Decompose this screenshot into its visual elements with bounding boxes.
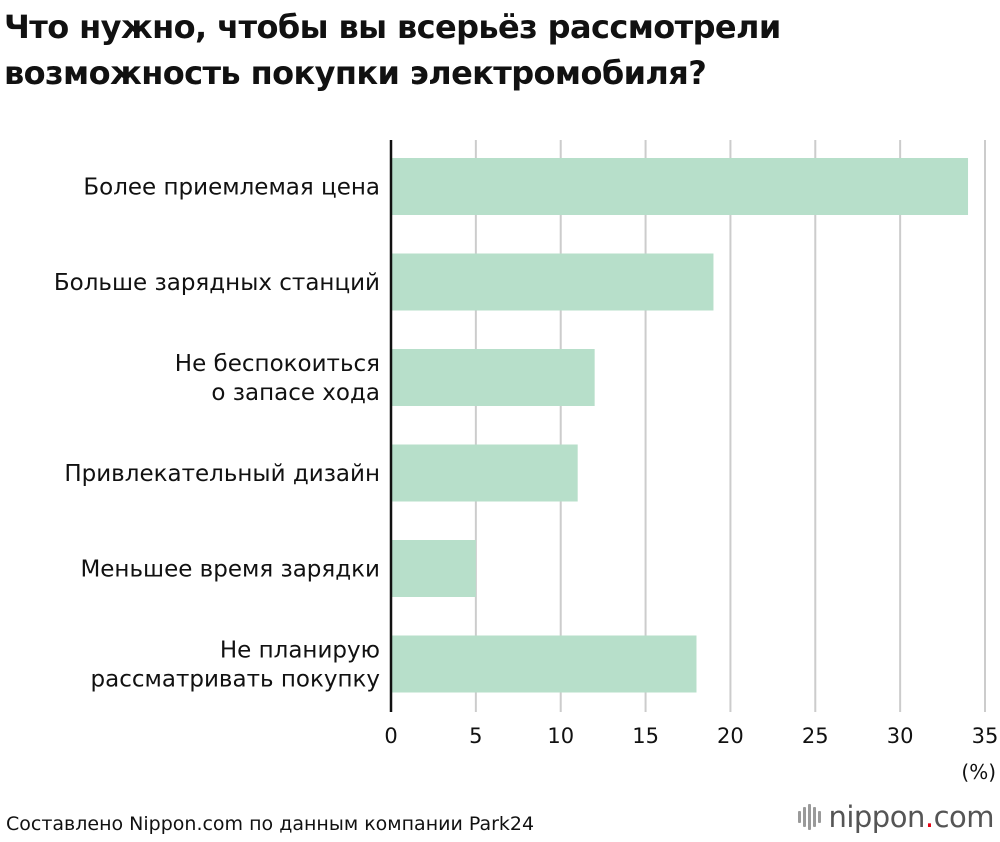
x-tick-label-35: 35 (972, 724, 999, 748)
bar-chart: Более приемлемая цена Больше зарядных ста… (54, 140, 999, 784)
source-note: Составлено Nippon.com по данным компании… (6, 813, 535, 835)
nippon-logo-text: nippon.com (828, 800, 994, 834)
title-line-2: возможность покупки электромобиля? (4, 54, 707, 92)
category-label-3-line-2: о запасе хода (211, 380, 380, 406)
bar-6 (391, 635, 697, 693)
chart-title: Что нужно, чтобы вы всерьёз рассмотрели … (4, 4, 994, 96)
bar-2 (391, 253, 714, 311)
category-label-1-line-1: Более приемлемая цена (83, 175, 380, 201)
bar-4 (391, 444, 578, 502)
category-label-4-line-1: Привлекательный дизайн (64, 461, 380, 487)
bar-5 (391, 540, 476, 597)
x-tick-label-20: 20 (717, 724, 744, 748)
bar-1 (391, 158, 969, 215)
x-tick-label-25: 25 (802, 724, 829, 748)
nippon-logo-mark-icon (798, 804, 822, 830)
bar-3 (391, 349, 595, 406)
x-tick-label-15: 15 (632, 724, 659, 748)
x-tick-label-30: 30 (887, 724, 914, 748)
x-tick-label-5: 5 (469, 724, 482, 748)
category-label-6-line-1: Не планирую (220, 638, 380, 664)
x-tick-label-10: 10 (547, 724, 574, 748)
category-label-6-line-2: рассматривать покупку (91, 667, 380, 693)
category-label-2-line-1: Больше зарядных станций (54, 270, 380, 296)
title-line-1: Что нужно, чтобы вы всерьёз рассмотрели (4, 8, 781, 46)
nippon-logo: nippon.com (798, 797, 995, 837)
category-label-5-line-1: Меньшее время зарядки (80, 557, 380, 583)
x-tick-label-0: 0 (384, 724, 397, 748)
x-unit-label: (%) (961, 760, 996, 784)
category-label-3-line-1: Не беспокоиться (175, 351, 380, 377)
